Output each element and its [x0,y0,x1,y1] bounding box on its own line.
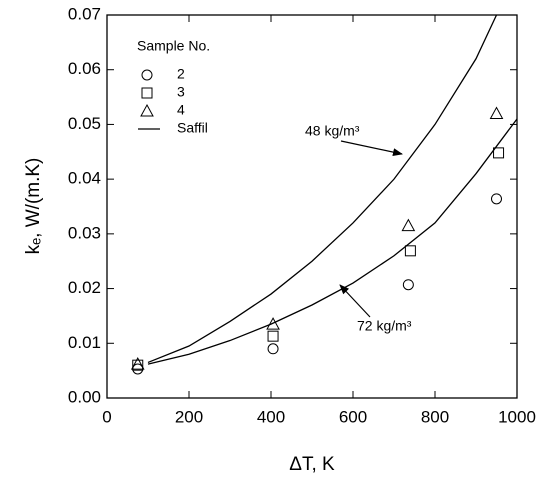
legend-label: 4 [177,102,185,118]
x-axis-label: ΔT, K [289,454,335,475]
plot-frame [106,14,518,399]
point [489,106,504,119]
annotation: 48 kg/m³ [305,123,360,139]
x-tick-label: 200 [175,407,203,426]
point [402,279,414,291]
point [404,245,416,257]
curve [147,118,518,365]
y-tick-label: 0.06 [68,59,101,78]
x-tick-label: 0 [102,407,111,426]
annotation-arrow [340,140,403,157]
point [130,357,145,370]
x-tick-label: 800 [421,407,449,426]
legend-label: Saffil [177,120,208,136]
point [267,330,279,342]
y-tick-label: 0.00 [68,387,101,406]
legend-marker [140,103,154,117]
y-tick-label: 0.05 [68,114,101,133]
legend-marker [141,87,153,99]
point [132,359,144,371]
annotation: 72 kg/m³ [357,318,412,334]
y-tick-label: 0.07 [68,4,101,23]
legend-marker [141,69,153,81]
y-tick-label: 0.02 [68,278,101,297]
x-tick-label: 400 [257,407,285,426]
point [401,218,416,232]
y-tick-label: 0.01 [68,333,101,352]
point [266,317,280,330]
y-tick-label: 0.04 [68,169,101,188]
x-tick-label: 600 [339,407,367,426]
y-tick-label: 0.03 [68,223,101,242]
legend-label: 3 [177,84,185,100]
curve [147,14,498,364]
point [491,193,502,205]
point [493,147,505,159]
y-axis-label: kₑ, W/(m.K) [23,158,44,255]
x-tick-label: 1000 [498,407,536,426]
legend-label: 2 [177,66,185,82]
annotation-arrow [339,284,371,318]
point [267,343,279,355]
legend-title: Sample No. [137,38,210,54]
